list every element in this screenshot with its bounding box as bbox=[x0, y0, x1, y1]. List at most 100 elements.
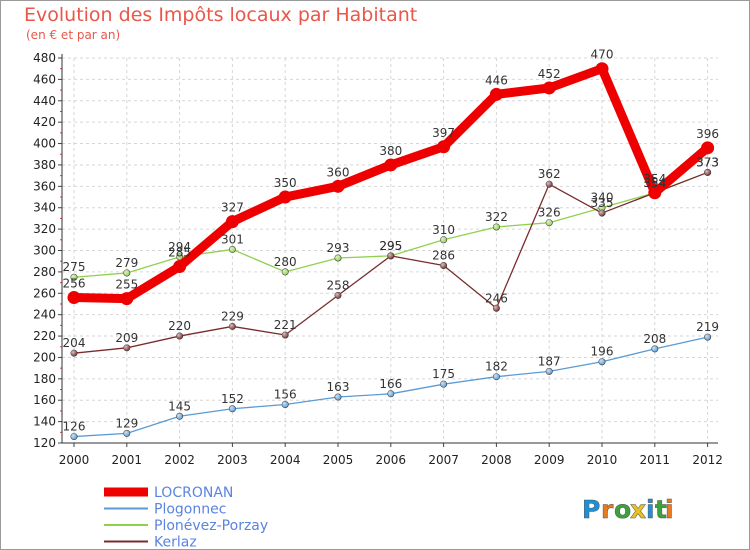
y-tick-label: 260 bbox=[33, 286, 56, 300]
chart-title: Evolution des Impôts locaux par Habitant bbox=[24, 4, 418, 26]
data-label: 396 bbox=[696, 127, 719, 141]
data-point-highlight bbox=[176, 332, 183, 340]
data-point-highlight bbox=[598, 209, 606, 217]
data-label: 156 bbox=[274, 388, 297, 402]
data-point-highlight bbox=[546, 180, 553, 188]
data-point-highlight bbox=[440, 380, 447, 388]
data-label: 327 bbox=[221, 201, 244, 215]
data-label: 187 bbox=[538, 354, 561, 368]
data-point-highlight bbox=[493, 373, 500, 380]
y-tick-label: 240 bbox=[33, 308, 56, 322]
data-point-highlight bbox=[440, 236, 447, 244]
data-point-highlight bbox=[70, 274, 78, 281]
data-label: 208 bbox=[643, 332, 666, 346]
y-tick-label: 160 bbox=[33, 393, 56, 407]
y-tick-label: 300 bbox=[33, 244, 56, 258]
data-label: 380 bbox=[379, 144, 402, 158]
data-point-highlight bbox=[493, 305, 500, 312]
data-labels: 126 129 145 152 156 163 166 175 182 187 196 208 219 2… bbox=[63, 48, 720, 434]
y-tick-label: 180 bbox=[33, 372, 56, 386]
y-tick-label: 360 bbox=[33, 179, 56, 193]
data-label: 204 bbox=[63, 336, 86, 350]
data-point-highlight bbox=[123, 344, 130, 352]
chart-subtitle: (en € et par an) bbox=[26, 28, 121, 42]
data-point-highlight bbox=[387, 252, 394, 260]
x-tick-label: 2008 bbox=[481, 453, 512, 467]
data-label: 452 bbox=[538, 67, 561, 81]
x-tick-label: 2001 bbox=[112, 453, 143, 467]
x-tick-label: 2012 bbox=[692, 453, 723, 467]
data-point-highlight bbox=[704, 333, 711, 341]
y-tick-label: 220 bbox=[33, 329, 56, 343]
data-label: 275 bbox=[63, 260, 86, 274]
data-label: 340 bbox=[591, 191, 614, 205]
data-point-highlight bbox=[282, 401, 289, 408]
data-point-highlight bbox=[176, 413, 183, 420]
data-point bbox=[595, 62, 609, 76]
data-point-highlight bbox=[598, 358, 606, 365]
data-label: 301 bbox=[221, 232, 244, 246]
data-label: 326 bbox=[538, 206, 561, 220]
x-tick-label: 2010 bbox=[587, 453, 618, 467]
data-point-highlight bbox=[704, 169, 711, 176]
data-label: 220 bbox=[168, 319, 191, 333]
series-line bbox=[73, 171, 709, 278]
data-label: 295 bbox=[379, 239, 402, 253]
data-point-highlight bbox=[546, 219, 553, 226]
data-point-highlight bbox=[334, 292, 342, 299]
data-label: 229 bbox=[221, 309, 244, 323]
y-tick-label: 440 bbox=[33, 94, 56, 108]
data-label: 310 bbox=[432, 223, 455, 237]
x-tick-label: 2000 bbox=[59, 453, 90, 467]
y-tick-label: 340 bbox=[33, 201, 56, 215]
data-point-highlight bbox=[282, 331, 289, 339]
data-label: 293 bbox=[327, 241, 350, 255]
data-label: 209 bbox=[115, 331, 138, 345]
y-tick-label: 120 bbox=[33, 436, 56, 450]
y-tick-label: 420 bbox=[33, 115, 56, 129]
data-label: 354 bbox=[643, 172, 666, 186]
data-label: 335 bbox=[591, 196, 614, 210]
y-tick-label: 280 bbox=[33, 265, 56, 279]
y-tick-label: 380 bbox=[33, 158, 56, 172]
legend-label: Plonévez-Porzay bbox=[154, 518, 268, 534]
data-label: 373 bbox=[696, 155, 719, 169]
data-label: 126 bbox=[63, 420, 86, 434]
data-point bbox=[542, 81, 556, 95]
data-point bbox=[437, 140, 451, 154]
x-tick-label: 2003 bbox=[217, 453, 248, 467]
x-tick-label: 2011 bbox=[640, 453, 671, 467]
data-label: 286 bbox=[432, 248, 455, 262]
data-label: 354 bbox=[643, 176, 666, 190]
data-label: 255 bbox=[115, 278, 138, 292]
data-point-highlight bbox=[123, 269, 130, 277]
data-point bbox=[701, 141, 715, 155]
logo-letter: i bbox=[646, 495, 655, 524]
data-label: 470 bbox=[591, 48, 614, 62]
data-point-highlight bbox=[598, 204, 606, 211]
logo-letter: r bbox=[601, 495, 614, 524]
legend-label: Kerlaz bbox=[154, 535, 197, 550]
logo-letter: i bbox=[665, 495, 674, 524]
y-tick-label: 480 bbox=[33, 51, 56, 65]
data-label: 182 bbox=[485, 360, 508, 374]
data-label: 152 bbox=[221, 392, 244, 406]
data-label: 360 bbox=[327, 165, 350, 179]
data-point-highlight bbox=[229, 246, 236, 253]
data-label: 285 bbox=[168, 246, 191, 260]
y-tick-label: 320 bbox=[33, 222, 56, 236]
data-point bbox=[278, 190, 292, 204]
data-label: 196 bbox=[591, 345, 614, 359]
data-point-highlight bbox=[334, 393, 342, 401]
data-point-highlight bbox=[493, 223, 500, 231]
data-label: 129 bbox=[115, 416, 138, 430]
data-point bbox=[173, 260, 187, 274]
legend-label: Plogonnec bbox=[154, 502, 226, 518]
data-label: 246 bbox=[485, 291, 508, 305]
data-point-highlight bbox=[282, 268, 289, 276]
data-point bbox=[67, 291, 81, 305]
legend-label: LOCRONAN bbox=[154, 485, 233, 501]
data-point bbox=[120, 292, 134, 306]
